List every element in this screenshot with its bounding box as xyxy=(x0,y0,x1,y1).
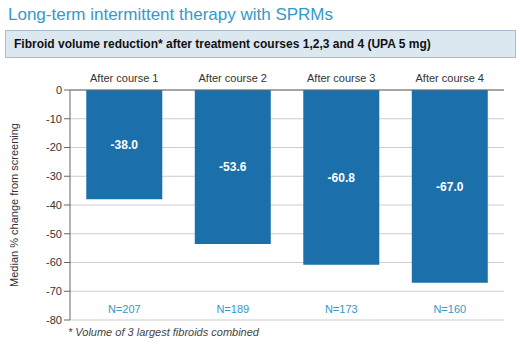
svg-text:-10: -10 xyxy=(46,113,62,125)
html-text:Fibroid volume reduction* afte: Fibroid volume reduction* after treatmen… xyxy=(14,37,431,51)
svg-text:N=189: N=189 xyxy=(216,303,249,315)
svg-text:-50: -50 xyxy=(46,228,62,240)
svg-text:-80: -80 xyxy=(46,314,62,324)
svg-text:After course 1: After course 1 xyxy=(90,72,158,84)
svg-text:-60: -60 xyxy=(46,256,62,268)
html-text:Long-term intermittent therapy: Long-term intermittent therapy with SPRM… xyxy=(8,5,333,24)
html-text:* Volume of 3 largest fibroids: * Volume of 3 largest fibroids combined xyxy=(68,326,259,338)
svg-text:-70: -70 xyxy=(46,285,62,297)
svg-text:After course 4: After course 4 xyxy=(416,72,484,84)
svg-text:-53.6: -53.6 xyxy=(219,160,247,174)
svg-text:Median % change from screening: Median % change from screening xyxy=(8,123,20,287)
svg-text:N=160: N=160 xyxy=(433,303,466,315)
svg-text:-60.8: -60.8 xyxy=(328,171,356,185)
svg-text:After course 2: After course 2 xyxy=(199,72,267,84)
svg-text:N=207: N=207 xyxy=(108,303,141,315)
svg-text:After course 3: After course 3 xyxy=(307,72,375,84)
svg-text:-40: -40 xyxy=(46,199,62,211)
svg-text:-67.0: -67.0 xyxy=(436,180,464,194)
svg-text:N=173: N=173 xyxy=(325,303,358,315)
svg-text:-30: -30 xyxy=(46,170,62,182)
svg-text:-38.0: -38.0 xyxy=(111,138,139,152)
svg-text:0: 0 xyxy=(56,84,62,96)
svg-text:-20: -20 xyxy=(46,141,62,153)
